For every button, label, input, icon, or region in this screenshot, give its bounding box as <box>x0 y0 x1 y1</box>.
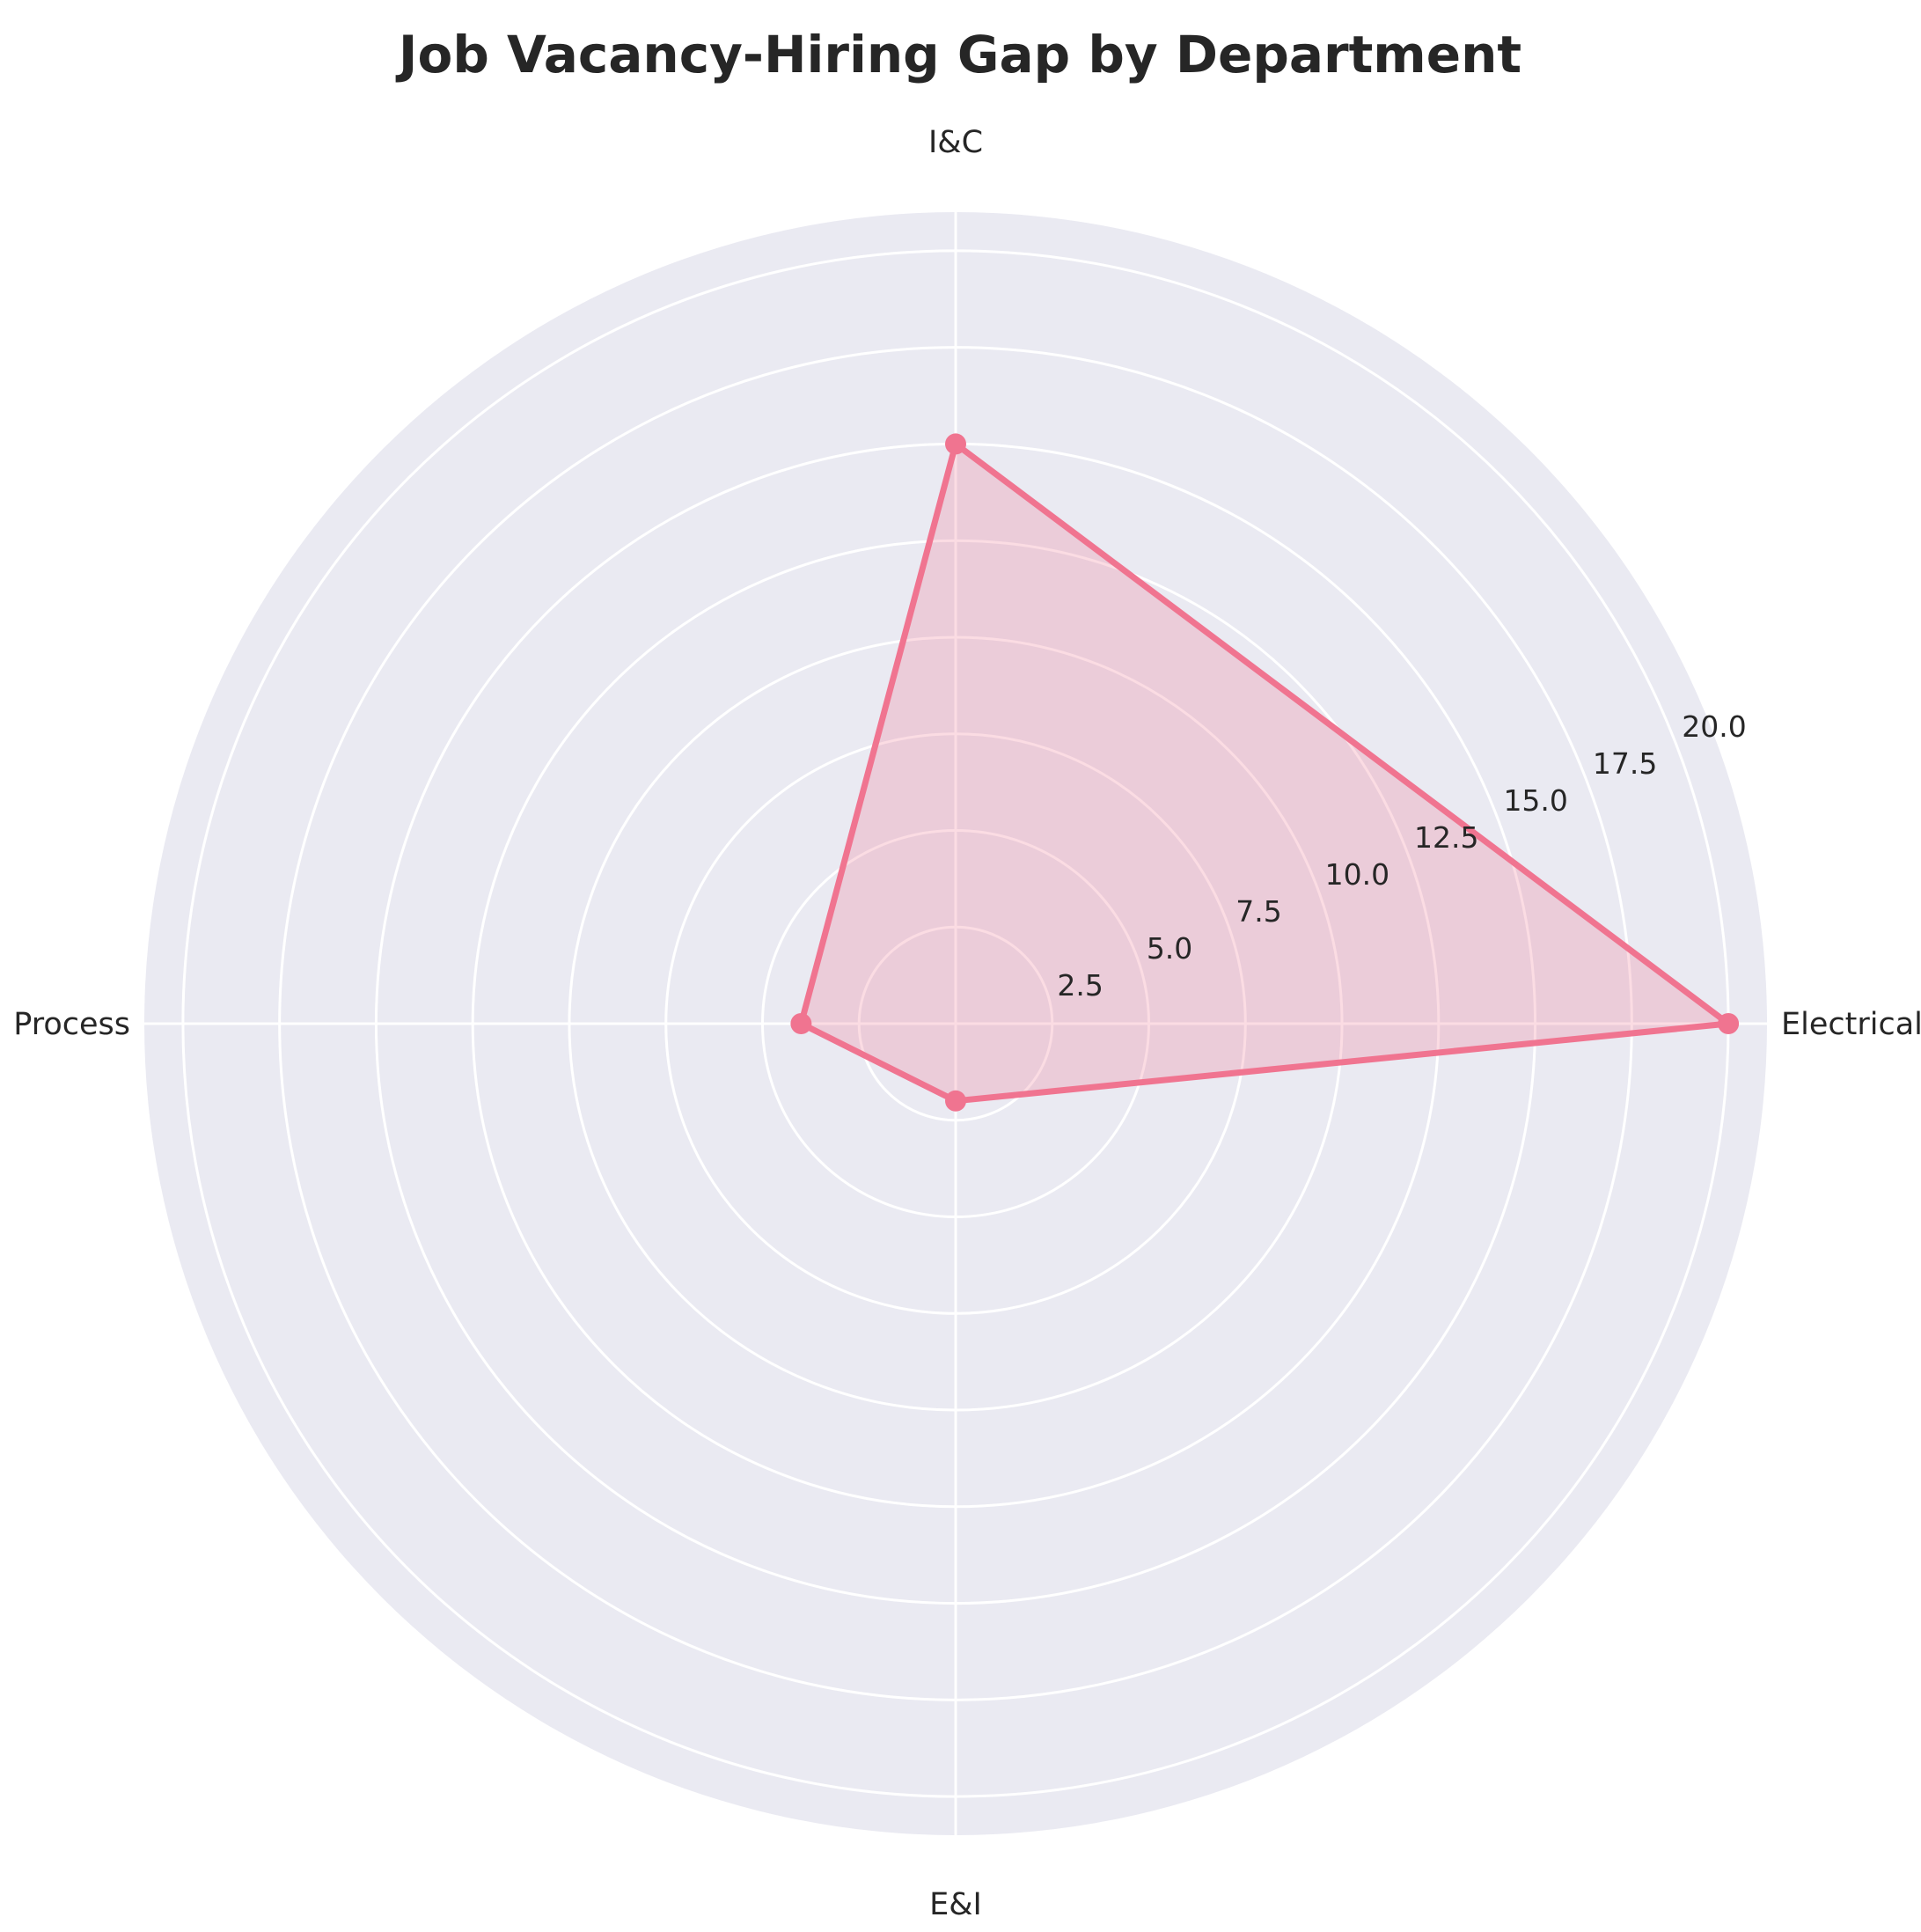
category-label-e-i: E&I <box>929 1887 982 1922</box>
radial-tick-label-3: 10.0 <box>1325 857 1389 892</box>
radial-tick-label-4: 12.5 <box>1414 820 1478 855</box>
radial-tick-label-0: 2.5 <box>1057 968 1103 1003</box>
series-fill-area <box>801 444 1729 1101</box>
category-label-process: Process <box>13 1007 130 1042</box>
data-point-process <box>790 1013 812 1034</box>
data-point-electrical <box>1718 1013 1740 1034</box>
radial-tick-label-2: 7.5 <box>1235 894 1281 929</box>
grid-spokes <box>144 212 1767 1835</box>
category-labels: Electrical I&C Process E&I <box>13 125 1921 1922</box>
radial-tick-label-5: 15.0 <box>1503 783 1567 818</box>
series-layer <box>790 433 1740 1112</box>
category-label-i-c: I&C <box>928 125 983 160</box>
category-label-electrical: Electrical <box>1781 1007 1921 1042</box>
data-point-e-i <box>945 1090 966 1112</box>
data-point-i-c <box>945 433 966 455</box>
radial-tick-label-6: 17.5 <box>1593 746 1657 781</box>
chart-title: Job Vacancy-Hiring Gap by Department <box>395 25 1521 84</box>
radial-tick-labels: 2.5 5.0 7.5 10.0 12.5 15.0 17.5 20.0 <box>1057 709 1746 1003</box>
radial-tick-label-1: 5.0 <box>1147 931 1192 966</box>
radial-tick-label-7: 20.0 <box>1682 709 1746 744</box>
